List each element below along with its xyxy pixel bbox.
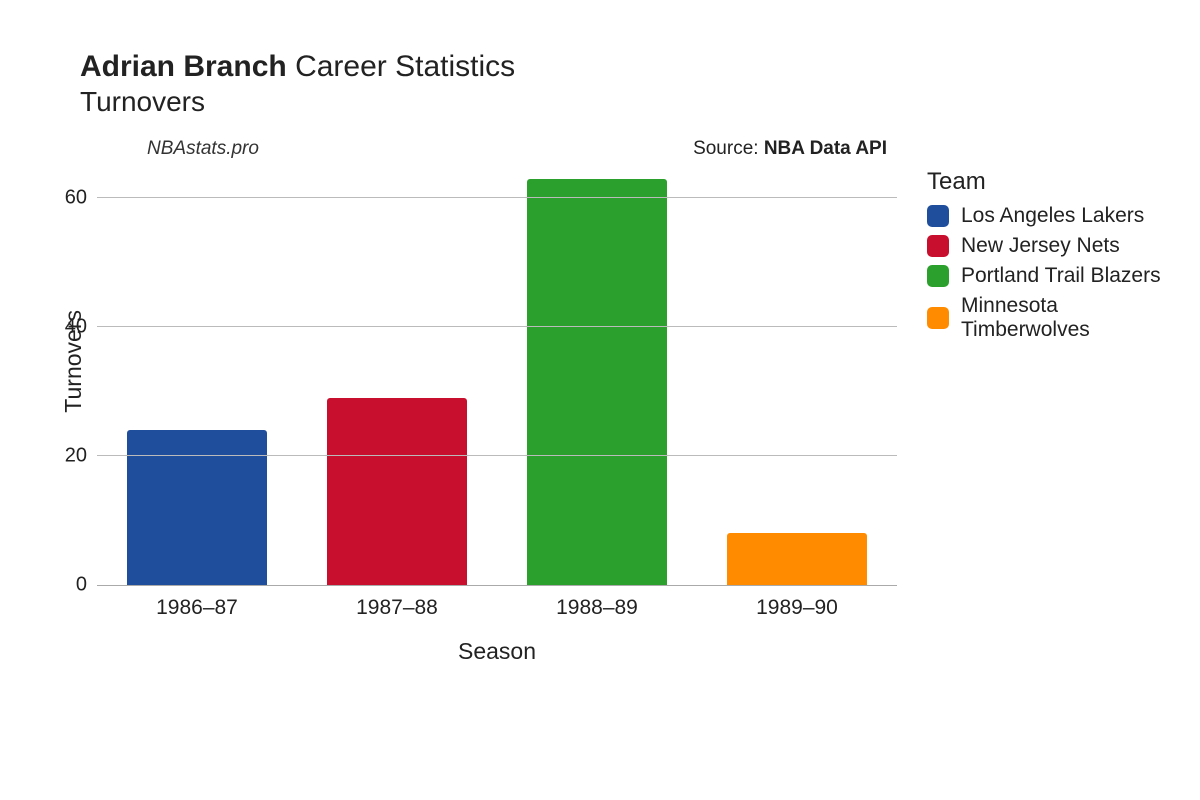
- chart-container: Adrian Branch Career Statistics Turnover…: [0, 0, 1200, 800]
- gridline: [97, 197, 897, 198]
- y-tick-label: 60: [47, 187, 87, 210]
- legend-items: Los Angeles Lakers New Jersey Nets Portlan…: [927, 204, 1170, 342]
- legend-item: New Jersey Nets: [927, 234, 1170, 258]
- y-tick-label: 20: [47, 445, 87, 468]
- chart-title: Adrian Branch Career Statistics: [80, 50, 1170, 84]
- x-axis-label: Season: [97, 638, 897, 665]
- source-name: NBA Data API: [764, 138, 887, 159]
- y-tick-label: 0: [47, 574, 87, 597]
- bar: [727, 533, 867, 585]
- x-tick-label: 1989–90: [697, 596, 897, 620]
- legend: Team Los Angeles Lakers New Jersey Nets Po…: [927, 168, 1170, 348]
- plot-header: NBAstats.pro Source: NBA Data API: [97, 138, 897, 166]
- legend-label: Minnesota Timberwolves: [961, 294, 1170, 342]
- plot-area: 0204060: [97, 166, 897, 586]
- source-attribution: Source: NBA Data API: [693, 138, 887, 160]
- player-name: Adrian Branch: [80, 50, 287, 83]
- bar: [327, 398, 467, 585]
- bar-slot: [497, 166, 697, 585]
- x-tick-label: 1987–88: [297, 596, 497, 620]
- legend-item: Los Angeles Lakers: [927, 204, 1170, 228]
- x-tick-label: 1986–87: [97, 596, 297, 620]
- bar-slot: [297, 166, 497, 585]
- watermark: NBAstats.pro: [147, 138, 259, 160]
- legend-swatch: [927, 205, 949, 227]
- source-prefix: Source:: [693, 138, 764, 159]
- legend-swatch: [927, 235, 949, 257]
- gridline: [97, 455, 897, 456]
- bar: [527, 179, 667, 585]
- x-tick-label: 1988–89: [497, 596, 697, 620]
- legend-label: New Jersey Nets: [961, 234, 1120, 258]
- legend-swatch: [927, 265, 949, 287]
- title-block: Adrian Branch Career Statistics Turnover…: [80, 50, 1170, 118]
- legend-item: Minnesota Timberwolves: [927, 294, 1170, 342]
- legend-label: Portland Trail Blazers: [961, 264, 1161, 288]
- gridline: [97, 326, 897, 327]
- bar: [127, 430, 267, 585]
- legend-item: Portland Trail Blazers: [927, 264, 1170, 288]
- bar-slot: [97, 166, 297, 585]
- legend-title: Team: [927, 168, 1170, 196]
- plot-zone: NBAstats.pro Source: NBA Data API 020406…: [97, 138, 897, 665]
- y-tick-label: 40: [47, 316, 87, 339]
- x-ticks: 1986–871987–881988–891989–90: [97, 596, 897, 620]
- legend-label: Los Angeles Lakers: [961, 204, 1144, 228]
- title-suffix: Career Statistics: [295, 50, 515, 83]
- chart-subtitle: Turnovers: [80, 86, 1170, 118]
- bars-group: [97, 166, 897, 585]
- bar-slot: [697, 166, 897, 585]
- legend-swatch: [927, 307, 949, 329]
- chart-body: Turnovers NBAstats.pro Source: NBA Data …: [60, 138, 1170, 665]
